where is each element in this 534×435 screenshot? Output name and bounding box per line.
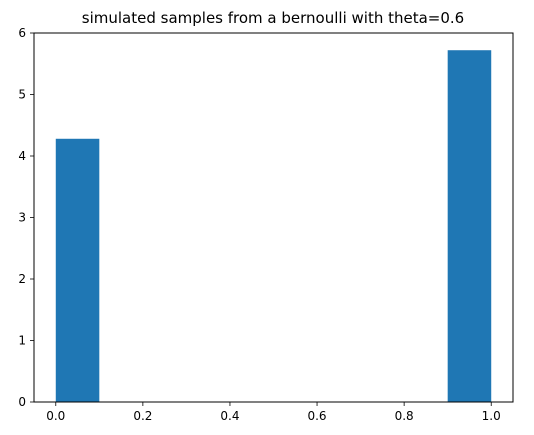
chart-title: simulated samples from a bernoulli with …	[82, 9, 464, 27]
x-tick-label: 0.4	[220, 409, 239, 423]
x-tick-label: 0.8	[395, 409, 414, 423]
bars-group	[55, 50, 492, 402]
y-axis: 0 1 2 3 4 5 6	[18, 26, 34, 409]
y-tick-label: 1	[18, 334, 26, 348]
y-tick-label: 0	[18, 395, 26, 409]
histogram-bar-0	[55, 138, 100, 402]
x-tick-label: 0.2	[133, 409, 152, 423]
y-tick-label: 4	[18, 149, 26, 163]
x-tick-label: 1.0	[482, 409, 501, 423]
y-tick-label: 6	[18, 26, 26, 40]
x-tick-label: 0.0	[46, 409, 65, 423]
x-axis: 0.0 0.2 0.4 0.6 0.8 1.0	[46, 402, 501, 423]
plot-frame	[33, 32, 514, 403]
y-tick-label: 3	[18, 211, 26, 225]
y-tick-label: 2	[18, 272, 26, 286]
histogram-bar-1	[447, 50, 492, 402]
y-tick-label: 5	[18, 88, 26, 102]
x-tick-label: 0.6	[307, 409, 326, 423]
